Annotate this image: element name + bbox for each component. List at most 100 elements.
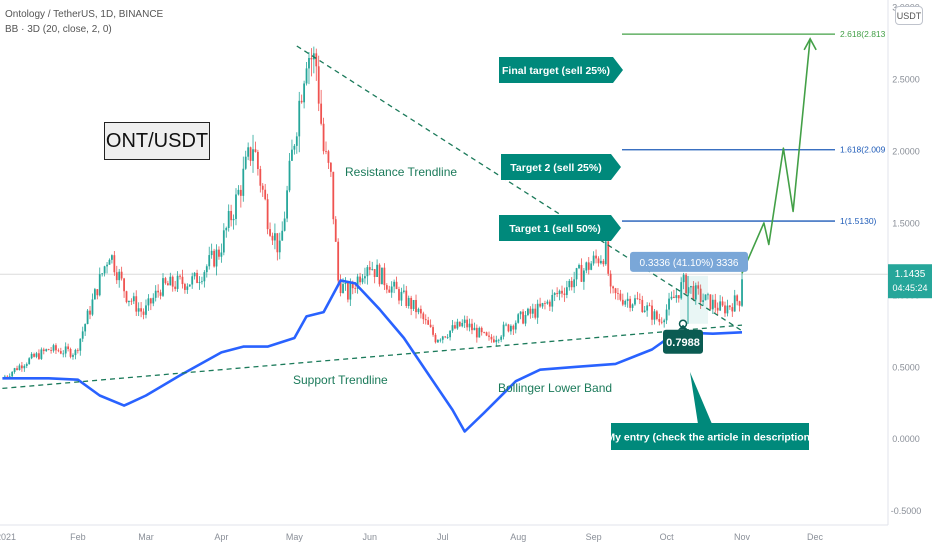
candle-body (57, 350, 60, 352)
candle-body (454, 325, 456, 329)
candle-body (366, 267, 369, 277)
candle-body (728, 305, 731, 308)
candle-body (551, 294, 554, 307)
candle-body (264, 189, 267, 200)
candle-body (283, 218, 286, 231)
candle-body (497, 339, 500, 341)
candle-body (164, 278, 167, 284)
candle-body (225, 227, 228, 231)
candle-body (512, 325, 515, 330)
candle-body (256, 151, 259, 170)
candle-body (147, 298, 150, 306)
candle-body (242, 168, 245, 196)
candle-body (687, 287, 690, 294)
candle-body (137, 308, 140, 312)
candle-body (305, 68, 308, 84)
symbol-line: Ontology / TetherUS, 1D, BINANCE (5, 9, 164, 20)
candle-body (524, 314, 527, 324)
candle-body (106, 264, 108, 267)
candle-body (329, 162, 332, 172)
candle-body (222, 230, 225, 253)
candle-body (492, 339, 495, 343)
candle-body (166, 283, 169, 286)
candle-body (604, 241, 607, 265)
entry-callout-pointer (690, 372, 712, 424)
candle-body (463, 319, 466, 323)
candle-body (232, 218, 235, 221)
candle-body (96, 289, 99, 296)
candle-body (159, 292, 162, 296)
currency-button[interactable]: USDT (895, 6, 923, 25)
candle-body (561, 290, 563, 294)
candle-body (108, 259, 111, 265)
candle-body (364, 276, 366, 279)
candle-body (191, 276, 194, 285)
candle-body (55, 345, 57, 351)
candle-body (11, 371, 14, 377)
candle-body (218, 249, 220, 257)
candle-body (325, 151, 327, 152)
candle-body (259, 169, 262, 186)
symbol-box: ONT/USDT (104, 122, 210, 160)
candle-body (432, 327, 434, 335)
target1-callout-box (499, 215, 621, 241)
y-tick-label: -0.5000 (891, 506, 922, 516)
candle-body (478, 327, 481, 338)
candle-body (91, 299, 94, 315)
candle-body (115, 272, 118, 281)
candle-body (444, 336, 447, 338)
y-tick-label: 2.5000 (892, 75, 920, 85)
candle-body (412, 299, 415, 309)
candle-body (724, 305, 726, 314)
candle-body (371, 269, 374, 270)
candle-body (665, 309, 668, 321)
candle-body (680, 282, 683, 299)
candle-body (293, 145, 296, 150)
candle-body (125, 291, 128, 303)
candle-body (437, 339, 439, 343)
candle-body (239, 189, 242, 196)
x-tick-label: Sep (586, 532, 602, 542)
candle-body (517, 314, 520, 323)
candle-body (149, 298, 152, 304)
candle-body (692, 286, 695, 300)
candle-body (74, 349, 77, 356)
candle-body (471, 323, 473, 331)
candle-body (376, 264, 378, 277)
candle-body (72, 355, 74, 357)
candle-body (354, 288, 357, 289)
candle-body (247, 147, 250, 157)
candle-body (351, 283, 354, 289)
support-trendline-label: Support Trendline (293, 373, 388, 387)
candle-body (179, 275, 181, 277)
candle-body (475, 327, 478, 338)
candle-body (310, 57, 313, 60)
candle-body (93, 289, 96, 300)
candle-body (534, 308, 537, 318)
candle-body (595, 255, 597, 259)
x-tick-label: Apr (214, 532, 228, 542)
candle-body (522, 311, 524, 324)
candle-body (565, 287, 568, 295)
candle-body (704, 294, 707, 301)
candle-body (580, 264, 583, 282)
candle-body (502, 324, 505, 337)
candle-body (286, 190, 288, 219)
candle-body (208, 255, 211, 267)
candle-body (441, 336, 444, 340)
candle-body (668, 298, 670, 310)
candle-body (162, 278, 164, 296)
candle-body (648, 305, 651, 307)
candle-body (434, 334, 437, 343)
candle-body (145, 305, 147, 315)
candle-body (500, 336, 503, 340)
price-tag-value: 1.1435 (895, 269, 926, 280)
candle-body (670, 296, 673, 299)
candle-body (128, 300, 130, 303)
candle-body (629, 298, 632, 308)
candle-body (13, 368, 16, 372)
candle-body (113, 255, 116, 273)
candle-body (291, 149, 293, 161)
candle-body (261, 185, 264, 190)
